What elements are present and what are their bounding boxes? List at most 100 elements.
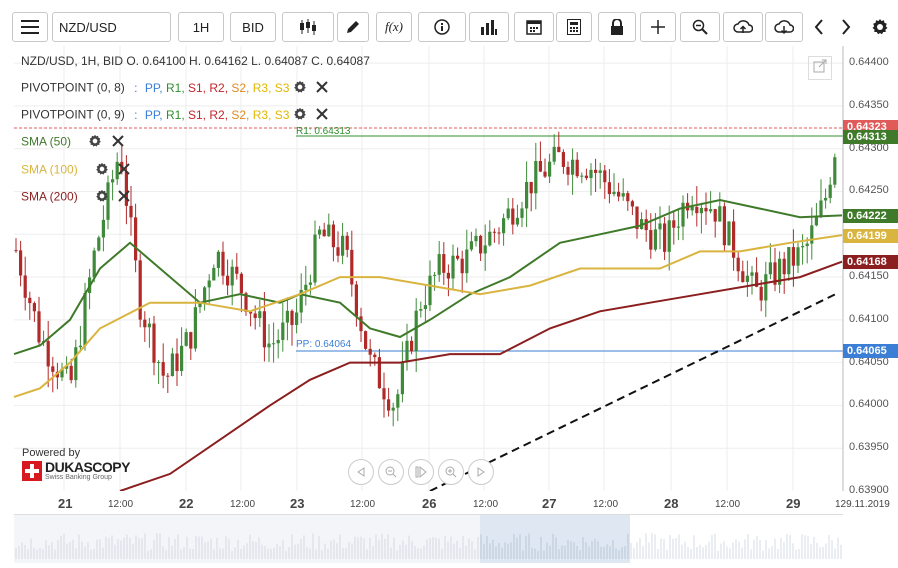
close-icon[interactable]	[316, 81, 328, 96]
price-tick: 0.64150	[849, 270, 889, 283]
zoom-out-button[interactable]	[378, 459, 404, 485]
pivot-sep: :	[134, 80, 138, 95]
scroll-right-button[interactable]	[832, 12, 860, 42]
candle	[101, 205, 105, 252]
indicators-button[interactable]: f(x)	[376, 12, 412, 42]
candle	[129, 186, 133, 236]
lock-button[interactable]	[598, 12, 636, 42]
navigator-chart[interactable]	[14, 515, 843, 563]
price-side-selector[interactable]: BID	[230, 12, 276, 42]
close-icon[interactable]	[118, 163, 131, 178]
chart-type-button[interactable]	[282, 12, 334, 42]
close-icon[interactable]	[111, 135, 124, 150]
candle	[419, 301, 423, 318]
calendar-button[interactable]	[514, 12, 554, 42]
candle	[258, 299, 262, 328]
candle	[658, 206, 662, 250]
gear-icon[interactable]	[88, 134, 102, 151]
info-button[interactable]	[418, 12, 466, 42]
pivot-level-r1: R1,	[165, 80, 188, 95]
candle	[37, 296, 41, 346]
lock-icon	[610, 19, 624, 35]
fx-label: f(x)	[384, 19, 404, 34]
candle	[138, 253, 142, 328]
settings-button[interactable]	[866, 12, 894, 42]
upload-button[interactable]	[723, 12, 763, 42]
candle	[810, 207, 814, 260]
gear-icon[interactable]	[293, 107, 307, 124]
symbol-selector[interactable]: NZD/USD	[52, 12, 171, 42]
candle	[212, 264, 216, 281]
crosshair-button[interactable]	[640, 12, 676, 42]
candle	[433, 271, 437, 291]
candle	[442, 242, 446, 285]
zoom-in-button[interactable]	[438, 459, 464, 485]
gear-icon	[871, 18, 889, 36]
candle	[580, 172, 584, 184]
hamburger-menu-icon[interactable]	[12, 12, 48, 42]
candle	[226, 259, 230, 296]
popout-button[interactable]	[808, 56, 832, 80]
candle	[667, 205, 671, 271]
close-icon[interactable]	[316, 108, 328, 123]
candle	[249, 311, 253, 327]
candle	[405, 323, 409, 371]
candle	[722, 202, 726, 252]
sma50-legend: SMA (50)	[21, 134, 124, 151]
candle	[97, 235, 101, 252]
candle	[552, 134, 556, 165]
r1-line-label: R1: 0.64313	[296, 126, 351, 137]
sma100-line	[13, 234, 843, 398]
candle	[354, 280, 358, 327]
pan-left-button[interactable]	[348, 459, 374, 485]
pivot-level-s3: S3	[274, 80, 293, 95]
candle	[787, 247, 791, 281]
candle	[741, 260, 745, 283]
candle	[768, 243, 772, 280]
candle	[575, 152, 579, 178]
gear-icon[interactable]	[293, 80, 307, 97]
pivot-levels: PP, R1, S1, R2, S2, R3, S3	[145, 81, 293, 95]
candle	[106, 175, 110, 230]
candle	[235, 253, 239, 280]
candle	[391, 402, 395, 427]
time-tick: 12:00	[230, 499, 256, 510]
volume-button[interactable]	[469, 12, 509, 42]
powered-by: Powered by	[22, 447, 81, 459]
navigator-panel[interactable]	[14, 514, 843, 563]
scroll-left-button[interactable]	[805, 12, 833, 42]
price-chart[interactable]	[0, 46, 898, 491]
time-tick: 27	[542, 496, 557, 511]
download-button[interactable]	[765, 12, 803, 42]
sma200-line	[119, 260, 843, 491]
candle	[681, 195, 685, 241]
candle	[299, 273, 303, 324]
pp-line-label: PP: 0.64064	[296, 339, 352, 350]
gear-icon[interactable]	[95, 162, 109, 179]
candle	[221, 241, 225, 285]
candle	[814, 202, 818, 227]
draw-tool-button[interactable]	[337, 12, 369, 42]
reset-zoom-button[interactable]	[408, 459, 434, 485]
pan-right-button[interactable]	[468, 459, 494, 485]
candle	[134, 203, 138, 273]
calculator-button[interactable]	[556, 12, 592, 42]
pivot-level-s2: S2,	[231, 80, 253, 95]
candle	[520, 201, 524, 228]
candle	[19, 240, 23, 287]
close-icon[interactable]	[118, 190, 131, 205]
zoom-button[interactable]	[680, 12, 720, 42]
timeframe-selector[interactable]: 1H	[178, 12, 224, 42]
candle	[373, 352, 377, 366]
chart-area[interactable]: NZD/USD, 1H, BID O. 0.64100 H. 0.64162 L…	[0, 46, 898, 496]
candle	[755, 257, 759, 288]
candle	[833, 153, 837, 188]
candle	[644, 209, 648, 242]
gear-icon[interactable]	[95, 189, 109, 206]
candle	[423, 285, 427, 323]
candle	[497, 227, 501, 245]
pivot-level-r3: R3,	[252, 80, 275, 95]
ohlc-readout: NZD/USD, 1H, BID O. 0.64100 H. 0.64162 L…	[21, 54, 370, 68]
candle	[410, 336, 414, 355]
candle	[170, 347, 174, 377]
